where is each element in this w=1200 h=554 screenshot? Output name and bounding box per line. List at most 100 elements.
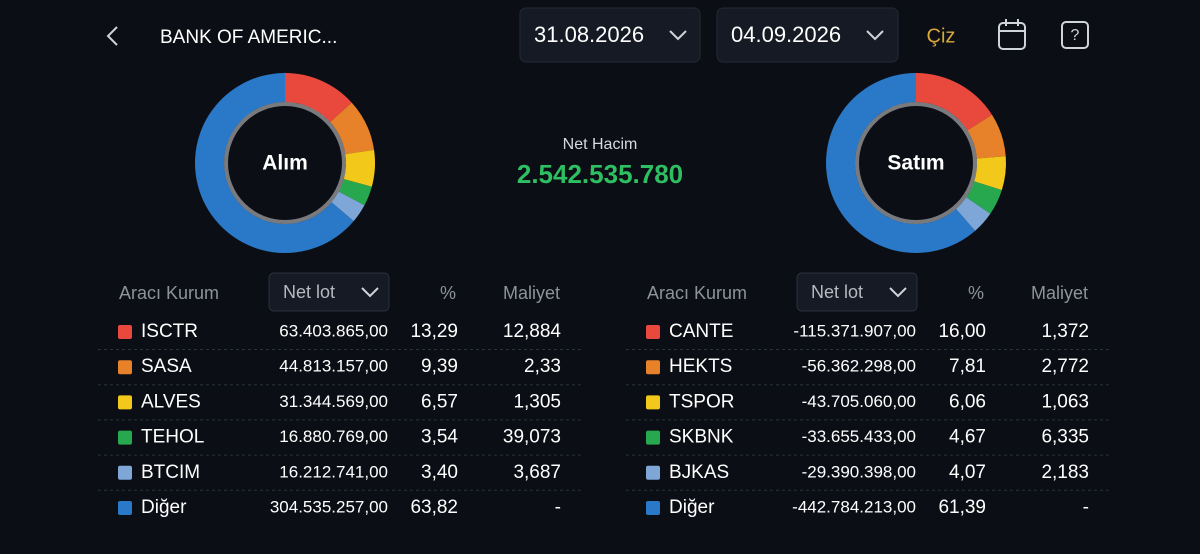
donut-segment	[330, 102, 375, 155]
broker-name: Diğer	[669, 497, 715, 518]
percent: 6,06	[949, 391, 986, 412]
percent: 16,00	[938, 321, 986, 342]
legend-swatch	[118, 325, 132, 339]
legend-swatch	[118, 395, 132, 410]
sort-dropdown[interactable]	[796, 272, 918, 312]
legend-swatch	[118, 501, 132, 515]
cost: 6,335	[1041, 427, 1089, 448]
end-date: 04.09.2026	[731, 22, 841, 47]
panels: Alım Aracı Kurum Net lot% Maliyet ISCTR 63.40…	[98, 73, 1112, 518]
broker-name: CANTE	[669, 321, 733, 342]
donut-inner-ring	[224, 102, 346, 224]
donut-segment	[826, 73, 976, 253]
net-lot: -56.362.298,00	[802, 357, 916, 376]
net-lot: 44.813.157,00	[279, 357, 388, 376]
title: BANK OF AMERIC...	[160, 27, 337, 48]
cost: 2,183	[1041, 462, 1089, 483]
percent: 3,40	[421, 462, 458, 483]
cost: -	[1083, 497, 1089, 518]
net-volume-label: Net Hacim	[563, 136, 638, 153]
column-header: Net lot	[283, 282, 335, 302]
column-header: %	[440, 283, 456, 303]
net-lot: 16.880.769,00	[279, 427, 388, 446]
donut-segment	[343, 149, 376, 187]
legend-swatch	[646, 501, 660, 515]
percent: 7,81	[949, 356, 986, 377]
sort-dropdown[interactable]	[268, 272, 390, 312]
donut-segment	[338, 179, 372, 206]
percent: 4,67	[949, 427, 986, 448]
chevron	[361, 287, 379, 298]
donut-segment	[974, 156, 1006, 191]
start-date-box[interactable]	[519, 7, 701, 63]
percent: 4,07	[949, 462, 986, 483]
cost: 3,687	[513, 462, 561, 483]
broker-name: BTCIM	[141, 462, 200, 483]
donut-segment	[285, 73, 352, 123]
percent: 9,39	[421, 356, 458, 377]
chevron	[669, 30, 687, 41]
calendar-icon[interactable]	[998, 19, 1026, 50]
net-lot: 16.212.741,00	[279, 462, 388, 481]
broker-name: SASA	[141, 356, 192, 377]
cost: 1,372	[1041, 321, 1089, 342]
start-date: 31.08.2026	[534, 22, 644, 47]
legend-swatch	[646, 465, 660, 480]
percent: 61,39	[938, 497, 986, 518]
broker-name: ALVES	[141, 391, 201, 412]
legend-swatch	[118, 430, 132, 445]
column-header: %	[968, 283, 984, 303]
chevron	[866, 30, 884, 41]
net-lot: -33.655.433,00	[802, 427, 916, 446]
column-header: Aracı Kurum	[119, 283, 219, 303]
cost: 1,063	[1041, 391, 1089, 412]
legend-swatch	[646, 325, 660, 339]
percent: 63,82	[410, 497, 458, 518]
percent: 3,54	[421, 427, 458, 448]
broker-name: TSPOR	[669, 391, 734, 412]
legend-swatch	[646, 395, 660, 410]
net-volume-value: 2.542.535.780	[517, 159, 683, 189]
broker-name: TEHOL	[141, 427, 204, 448]
donut-segment	[956, 197, 991, 231]
net-lot: -43.705.060,00	[802, 392, 916, 411]
donut-segment	[194, 73, 354, 254]
help-icon[interactable]: ?	[1061, 21, 1089, 49]
donut-inner-ring	[855, 102, 977, 224]
donut-center-label: Alım	[262, 152, 308, 175]
legend-swatch	[118, 360, 132, 375]
broker-name: HEKTS	[669, 356, 732, 377]
chevron	[889, 287, 907, 298]
broker-name: BJKAS	[669, 462, 729, 483]
legend-swatch	[646, 360, 660, 375]
donut-segment	[967, 114, 1006, 159]
net-lot: -29.390.398,00	[802, 462, 916, 481]
donut-segment	[331, 191, 365, 222]
cost: 12,884	[503, 321, 562, 342]
cost: -	[555, 497, 561, 518]
donut-segment	[966, 181, 1002, 214]
net-lot: 63.403.865,00	[279, 321, 388, 340]
cost: 2,772	[1041, 356, 1089, 377]
column-header: Maliyet	[503, 283, 560, 303]
cost: 39,073	[503, 427, 561, 448]
legend-swatch	[118, 465, 132, 480]
net-lot: -442.784.213,00	[792, 497, 916, 516]
broker-name: SKBNK	[669, 427, 734, 448]
legend-swatch	[646, 430, 660, 445]
net-lot: 31.344.569,00	[279, 392, 388, 411]
cost: 2,33	[524, 356, 561, 377]
broker-name: ISCTR	[141, 321, 198, 342]
end-date-box[interactable]	[716, 7, 899, 63]
percent: 6,57	[421, 391, 458, 412]
donut-center-label: Satım	[887, 152, 944, 175]
draw-button[interactable]: Çiz	[927, 25, 956, 47]
back-button[interactable]	[106, 26, 118, 46]
percent: 13,29	[410, 321, 458, 342]
net-lot: -115.371.907,00	[793, 321, 916, 340]
svg-text:?: ?	[1071, 27, 1080, 44]
broker-name: Diğer	[141, 497, 187, 518]
cost: 1,305	[513, 391, 561, 412]
column-header: Maliyet	[1031, 283, 1088, 303]
